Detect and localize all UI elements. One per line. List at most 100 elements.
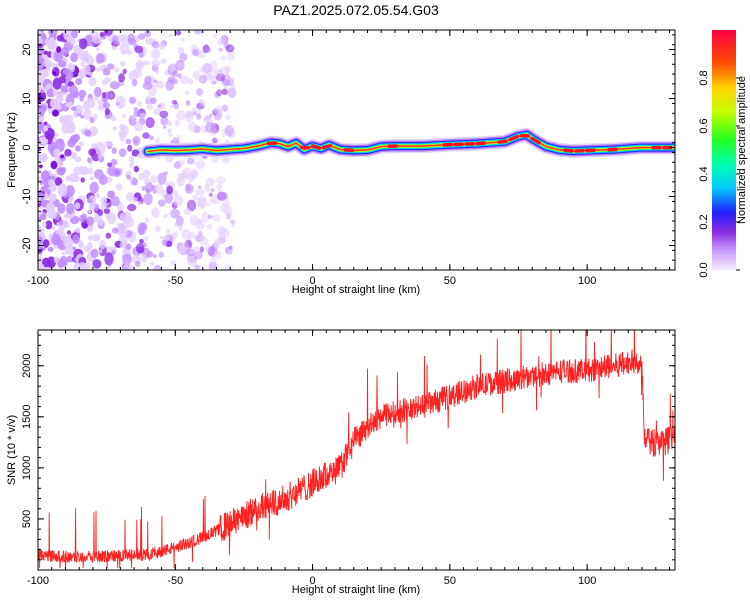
y-tick-label: 1000	[21, 456, 33, 480]
noise-blob	[187, 157, 195, 165]
colorbar-tick-label: 0.8	[698, 70, 710, 85]
noise-blob	[94, 96, 99, 101]
noise-blob	[187, 256, 192, 261]
noise-blob	[178, 224, 183, 229]
noise-blob	[69, 134, 79, 144]
noise-blob	[48, 179, 55, 187]
noise-blob	[88, 148, 96, 156]
spectrogram-noise-field	[38, 30, 237, 270]
noise-blob	[163, 213, 168, 219]
noise-blob	[39, 116, 44, 121]
noise-blob	[120, 42, 130, 55]
noise-blob	[210, 188, 215, 193]
noise-blob	[150, 175, 157, 184]
noise-blob	[162, 125, 167, 129]
noise-blob	[177, 173, 185, 182]
noise-blob	[72, 234, 80, 245]
noise-blob	[178, 47, 185, 55]
x-tick-label: 0	[310, 275, 316, 287]
noise-blob	[137, 100, 142, 107]
noise-blob	[73, 104, 84, 114]
noise-blob	[65, 70, 74, 81]
noise-blob	[224, 247, 233, 255]
noise-blob	[230, 84, 236, 90]
noise-blob	[75, 77, 83, 86]
noise-blob	[47, 203, 54, 211]
noise-blob	[42, 222, 47, 228]
noise-blob	[216, 183, 223, 189]
noise-blob	[201, 211, 210, 223]
noise-blob	[161, 239, 168, 246]
noise-blob	[131, 115, 136, 120]
noise-blob	[130, 160, 135, 166]
noise-blob	[75, 227, 81, 234]
noise-blob	[60, 47, 69, 56]
noise-blob	[102, 67, 111, 76]
noise-blob	[194, 264, 201, 270]
noise-blob	[51, 233, 61, 246]
noise-blob	[111, 45, 117, 51]
noise-blob	[67, 197, 73, 203]
noise-blob	[112, 167, 122, 177]
noise-blob	[40, 138, 49, 145]
snr-series	[38, 330, 675, 569]
noise-blob	[128, 154, 135, 162]
noise-blob	[139, 222, 148, 231]
noise-blob	[91, 234, 101, 242]
x-tick-label: -100	[27, 275, 49, 287]
spectrogram-x-axis-label: Height of straight line (km)	[292, 284, 420, 296]
noise-blob	[112, 126, 118, 131]
noise-blob	[154, 267, 160, 270]
noise-blob	[184, 183, 194, 195]
noise-blob	[97, 104, 104, 111]
noise-blob	[138, 172, 145, 180]
noise-blob	[126, 174, 131, 180]
noise-blob	[42, 257, 51, 268]
noise-blob	[38, 230, 43, 237]
noise-blob	[144, 30, 152, 37]
noise-blob	[79, 166, 89, 176]
noise-blob	[111, 227, 119, 234]
ridge-hotspot	[497, 139, 508, 144]
noise-blob	[214, 251, 222, 260]
noise-blob	[65, 103, 70, 108]
noise-blob	[68, 173, 78, 183]
noise-blob	[224, 263, 234, 270]
noise-blob	[195, 160, 205, 170]
noise-blob	[64, 213, 69, 219]
noise-blob	[166, 229, 171, 235]
noise-blob	[195, 189, 200, 196]
noise-blob	[195, 219, 205, 230]
noise-blob	[223, 42, 230, 49]
noise-blob	[192, 171, 198, 177]
noise-blob	[135, 260, 141, 267]
noise-blob	[221, 79, 231, 87]
noise-blob	[57, 60, 67, 68]
noise-blob	[220, 35, 228, 46]
x-tick-label: -100	[27, 575, 49, 587]
noise-blob	[171, 190, 179, 197]
noise-blob	[158, 251, 164, 258]
noise-blob	[193, 246, 199, 253]
noise-blob	[79, 95, 85, 102]
noise-blob	[221, 35, 229, 45]
noise-blob	[74, 156, 82, 163]
noise-blob	[85, 97, 96, 109]
noise-blob	[157, 104, 162, 108]
noise-blob	[225, 44, 235, 53]
noise-blob	[116, 183, 123, 191]
noise-blob	[127, 50, 133, 55]
noise-blob	[186, 248, 196, 257]
noise-blob	[223, 205, 233, 217]
noise-blob	[99, 239, 106, 250]
noise-blob	[205, 122, 215, 133]
noise-blob	[57, 183, 68, 197]
noise-blob	[170, 78, 178, 85]
noise-blob	[208, 192, 213, 197]
noise-blob	[151, 59, 161, 67]
y-tick-label: 10	[21, 92, 33, 104]
noise-blob	[64, 245, 74, 255]
noise-blob	[95, 47, 100, 51]
noise-blob	[110, 115, 117, 122]
noise-blob	[176, 134, 181, 140]
